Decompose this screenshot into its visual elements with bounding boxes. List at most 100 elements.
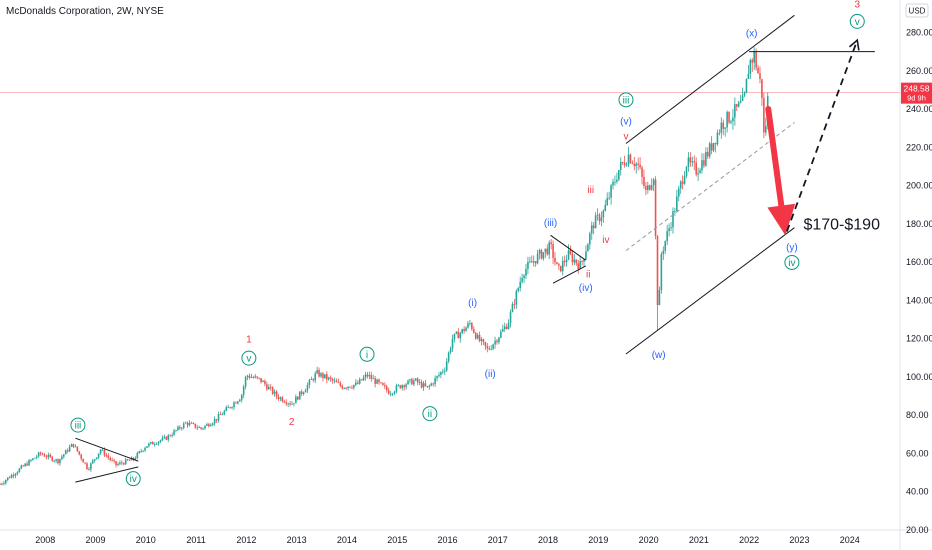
currency-badge[interactable]: [905, 3, 929, 18]
candle: [563, 255, 566, 267]
price-tick-label: 20.00: [906, 525, 929, 535]
candle: [426, 386, 429, 389]
candle: [8, 475, 11, 479]
candle: [472, 326, 475, 334]
candle: [225, 405, 228, 412]
candle: [126, 458, 129, 461]
candle: [124, 457, 127, 465]
candle: [567, 244, 570, 261]
candle: [32, 458, 34, 461]
time-tick-label: 2023: [789, 535, 809, 545]
candle: [643, 169, 645, 189]
candle: [177, 425, 179, 432]
candle: [600, 211, 603, 227]
candle: [627, 146, 630, 168]
time-axis-panel[interactable]: [0, 530, 932, 550]
candle: [268, 384, 270, 390]
price-axis-panel[interactable]: [900, 0, 932, 550]
candle: [355, 379, 357, 387]
time-tick-label: 2015: [387, 535, 407, 545]
candle: [413, 378, 415, 387]
candle: [430, 382, 433, 387]
candle: [368, 371, 371, 380]
candle: [664, 240, 667, 254]
candle: [297, 396, 299, 401]
candle: [683, 170, 686, 185]
candle: [623, 155, 626, 168]
channel-line[interactable]: [625, 227, 795, 355]
candle: [51, 455, 54, 462]
candle: [585, 245, 587, 261]
channel-line[interactable]: [625, 14, 795, 144]
svg-text:(i): (i): [468, 298, 477, 309]
candle: [12, 472, 15, 479]
candle: [389, 391, 392, 397]
candle: [107, 453, 110, 460]
candle: [264, 379, 266, 387]
candle: [484, 341, 487, 351]
candle: [496, 338, 498, 345]
candle: [82, 458, 84, 463]
channel-line[interactable]: [550, 234, 587, 261]
channel-line[interactable]: [75, 466, 139, 483]
candle: [753, 47, 755, 70]
candle: [204, 425, 206, 430]
candle: [422, 380, 425, 391]
svg-text:ii: ii: [428, 409, 432, 420]
candle: [647, 181, 649, 194]
candle: [324, 374, 326, 380]
candle: [445, 358, 448, 373]
candle: [478, 331, 481, 343]
time-tick-label: 2016: [437, 535, 457, 545]
candle: [693, 155, 696, 171]
forecast-arrows[interactable]: [765, 38, 860, 236]
price-target-label: $170-$190: [803, 217, 880, 234]
candle: [505, 323, 508, 330]
candle: [0, 482, 1, 485]
svg-text:(v): (v): [620, 116, 632, 127]
svg-text:v: v: [623, 132, 628, 143]
candle: [88, 467, 90, 471]
wave-label: iv: [125, 471, 141, 487]
candle: [153, 442, 156, 447]
candle: [74, 444, 77, 448]
plot-area[interactable]: [0, 47, 900, 486]
candle: [339, 381, 342, 388]
wave-label: (v): [620, 116, 632, 127]
wave-annotations: 3v(x)iii(v)viiiiv(iii)ii(iv)(w)(y)iv(i)(…: [70, 0, 865, 487]
candle: [308, 378, 311, 389]
candle: [285, 399, 288, 406]
candle: [432, 382, 434, 387]
channel-midline[interactable]: [625, 122, 795, 252]
candle: [72, 443, 75, 449]
candle: [695, 157, 697, 177]
channel-line[interactable]: [75, 437, 139, 462]
candle: [453, 333, 456, 343]
candle: [618, 169, 620, 182]
candle: [531, 255, 533, 263]
candle: [55, 458, 57, 464]
candle: [190, 421, 193, 424]
candle: [416, 377, 419, 386]
candle: [596, 208, 599, 221]
candle: [589, 231, 591, 250]
channel-line[interactable]: [552, 265, 586, 284]
trendlines[interactable]: [75, 14, 875, 483]
candle: [194, 423, 197, 429]
candle: [652, 177, 655, 192]
candle: [84, 462, 86, 465]
time-tick-label: 2018: [538, 535, 558, 545]
bullish-forecast-arrow[interactable]: [786, 38, 860, 232]
candle: [360, 379, 363, 381]
candle: [645, 181, 647, 196]
time-tick-label: 2019: [588, 535, 608, 545]
currency-label: USD: [909, 7, 926, 16]
svg-text:(iii): (iii): [544, 218, 557, 229]
candle: [61, 454, 63, 461]
price-tick-label: 280.00: [906, 28, 932, 38]
candle: [283, 399, 286, 404]
candle: [403, 384, 405, 391]
bearish-forecast-arrow[interactable]: [765, 106, 796, 236]
candle: [351, 385, 353, 390]
